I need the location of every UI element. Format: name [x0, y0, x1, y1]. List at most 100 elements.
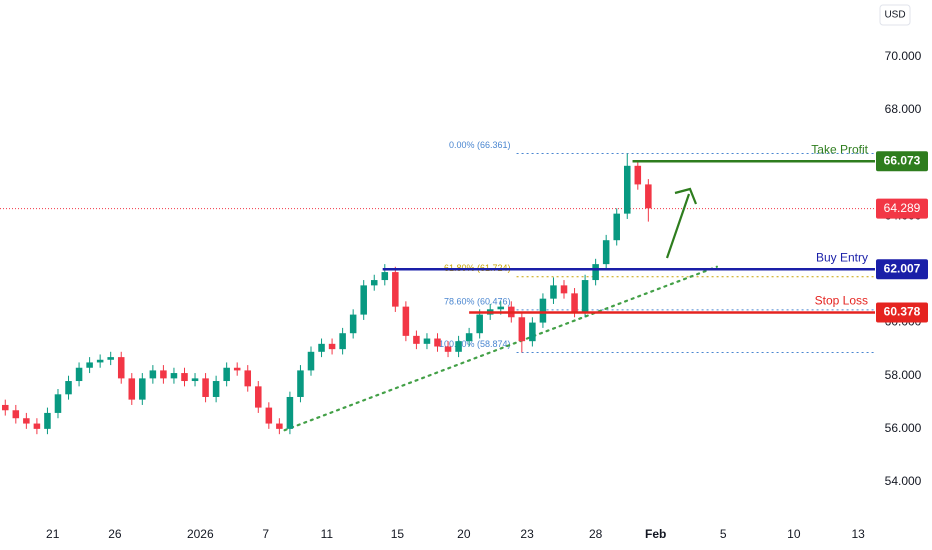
candle-body: [286, 396, 294, 429]
y-tick-label: 56.000: [885, 421, 922, 435]
x-tick-label: 23: [520, 527, 534, 541]
candle-body: [65, 381, 72, 395]
candle-body: [318, 343, 325, 352]
x-tick-label: 28: [589, 527, 603, 541]
candle-body: [33, 423, 41, 429]
y-tick-label: 54.000: [885, 474, 922, 488]
level-label: Take Profit: [811, 142, 868, 156]
candle-body: [623, 165, 631, 214]
x-tick-label: 15: [391, 527, 405, 541]
candle-body: [592, 264, 599, 281]
current-price-label: 64.289: [884, 201, 921, 215]
candle-body: [539, 298, 547, 323]
x-tick-label: Feb: [645, 527, 666, 541]
level-label: Stop Loss: [815, 294, 868, 308]
arrow-shaft: [665, 193, 691, 259]
candle-body: [107, 357, 114, 360]
candle-body: [244, 370, 252, 387]
candle-body: [360, 285, 367, 315]
candle-body: [297, 370, 304, 397]
y-tick-label: 70.000: [885, 49, 922, 63]
price-label: 62.007: [884, 261, 921, 275]
price-box: [876, 151, 928, 172]
candle-body: [276, 423, 283, 429]
candle-body: [328, 343, 336, 350]
candle-body: [392, 272, 399, 307]
candle-body: [518, 317, 526, 342]
candle-body: [255, 386, 262, 408]
y-tick-label: 58.000: [885, 368, 922, 382]
candle-body: [233, 367, 241, 371]
x-tick-label: 7: [262, 527, 269, 541]
y-tick-label: 68.000: [885, 102, 922, 116]
candle-body: [571, 293, 578, 312]
fib-label: 100.00% (58.874): [439, 339, 511, 349]
currency-box: [879, 4, 911, 26]
candle-body: [128, 378, 136, 400]
x-tick-label: 20: [457, 527, 471, 541]
price-box: [876, 198, 928, 219]
candle-body: [465, 333, 473, 342]
arrow: [665, 187, 698, 259]
x-tick-label: 26: [108, 527, 122, 541]
candle-body: [602, 240, 610, 265]
x-tick-label: 11: [321, 527, 334, 541]
candle-body: [170, 373, 178, 379]
candle-body: [497, 306, 505, 310]
price-label: 66.073: [884, 153, 921, 167]
candle-body: [212, 381, 220, 397]
candle-body: [202, 378, 209, 397]
candle-body: [476, 314, 483, 334]
candle-body: [149, 370, 157, 379]
candle-body: [86, 362, 93, 368]
candle-body: [370, 280, 378, 286]
candle-body: [560, 285, 568, 294]
candle-body: [139, 378, 146, 400]
currency: USD: [884, 10, 905, 21]
candle-body: [75, 367, 83, 382]
candle-body: [349, 314, 357, 334]
candle-body: [550, 285, 557, 299]
candle-body: [96, 359, 104, 363]
candle-body: [307, 351, 315, 371]
candle-body: [191, 378, 199, 382]
x-tick-label: 21: [46, 527, 60, 541]
candle-body: [413, 335, 420, 344]
candle-body: [402, 306, 410, 336]
candle-body: [54, 394, 62, 413]
candle-body: [23, 418, 30, 424]
candle-body: [434, 338, 441, 347]
candle-body: [265, 407, 273, 424]
candle-body: [634, 165, 642, 185]
candle-body: [223, 367, 230, 382]
x-tick-label: 2026: [187, 527, 214, 541]
candle-body: [645, 184, 652, 209]
x-tick-label: 13: [851, 527, 865, 541]
candle-body: [581, 280, 589, 312]
fib-label: 78.60% (60.476): [444, 296, 511, 306]
price-label: 60.378: [884, 305, 921, 319]
candle-body: [423, 338, 431, 344]
candle-body: [160, 370, 167, 379]
candle-body: [444, 346, 452, 352]
candle-body: [455, 341, 462, 352]
price-box: [876, 302, 928, 323]
price-box: [876, 259, 928, 280]
candle-body: [181, 373, 188, 382]
candle-body: [44, 412, 51, 429]
candle-body: [381, 272, 389, 281]
arrow-head: [674, 187, 698, 205]
trendline: [283, 265, 718, 432]
candle-body: [12, 410, 20, 419]
candle-body: [339, 333, 346, 350]
candle-body: [613, 213, 620, 241]
fib-label: 0.00% (66.361): [449, 140, 511, 150]
x-tick-label: 5: [720, 527, 727, 541]
candle-body: [117, 357, 125, 379]
x-tick-label: 10: [787, 527, 801, 541]
candle-body: [2, 404, 9, 411]
level-label: Buy Entry: [816, 250, 868, 264]
candle-body: [529, 322, 536, 342]
